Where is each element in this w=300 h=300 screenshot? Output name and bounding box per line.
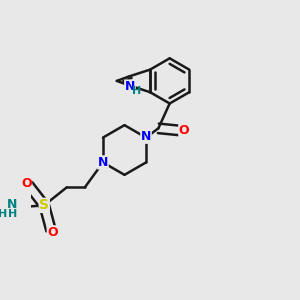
Text: O: O xyxy=(21,177,32,190)
Text: H: H xyxy=(8,209,17,219)
Text: N: N xyxy=(7,198,17,212)
Text: O: O xyxy=(47,226,58,239)
Text: N: N xyxy=(98,156,108,169)
Text: N: N xyxy=(125,80,135,93)
Text: H: H xyxy=(0,209,8,219)
Text: O: O xyxy=(179,124,190,137)
Text: H: H xyxy=(133,86,142,96)
Text: S: S xyxy=(39,198,49,212)
Text: N: N xyxy=(141,130,151,143)
